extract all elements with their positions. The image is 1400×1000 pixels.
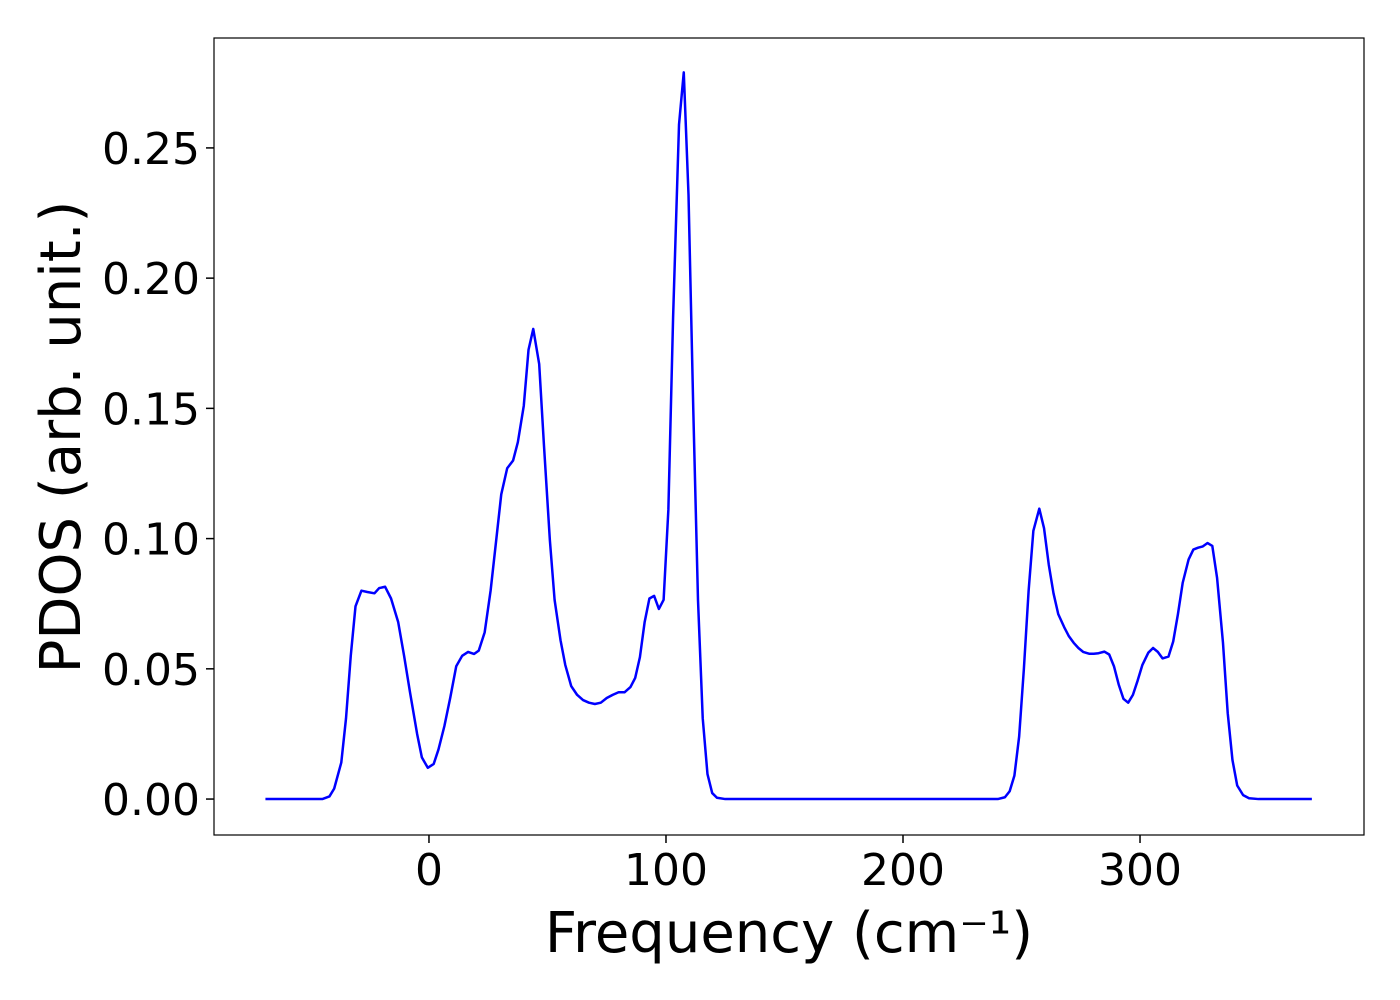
y-tick-label: 0.10: [102, 515, 200, 566]
x-axis-label: Frequency (cm⁻¹): [545, 901, 1033, 966]
y-tick-label: 0.05: [102, 645, 200, 696]
plot-frame: [213, 37, 1365, 836]
x-tick-label: 100: [624, 845, 708, 896]
x-tick-label: 200: [861, 845, 945, 896]
y-tick-label: 0.00: [102, 775, 200, 826]
y-axis-label: PDOS (arb. unit.): [29, 201, 94, 674]
y-tick-label: 0.15: [102, 384, 200, 435]
x-tick-label: 300: [1098, 845, 1182, 896]
y-tick-label: 0.20: [102, 254, 200, 305]
x-tick-label: 0: [415, 845, 443, 896]
y-tick-label: 0.25: [102, 124, 200, 175]
data-line: [265, 71, 1312, 801]
